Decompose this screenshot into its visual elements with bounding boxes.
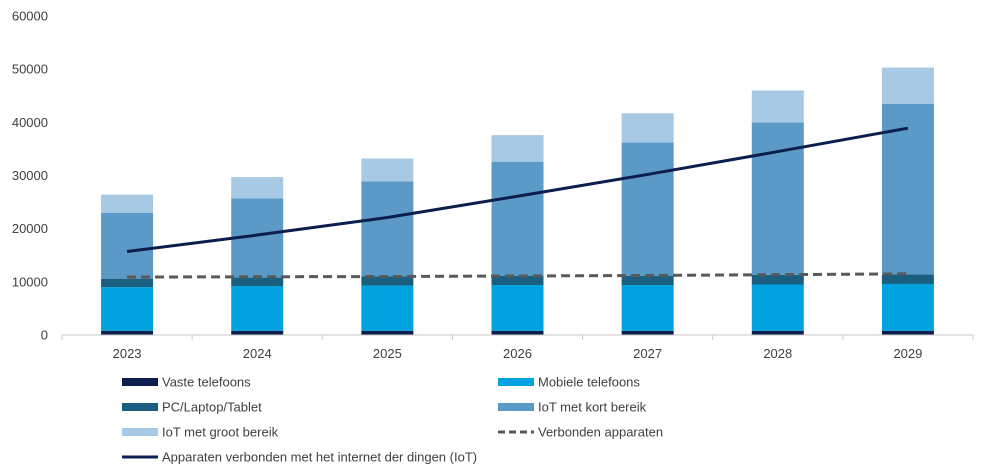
legend-swatch [498,378,534,386]
legend-label: IoT met groot bereik [162,425,279,440]
bar-segment-3-4 [621,142,674,276]
bar-segment-0-0 [101,330,154,335]
x-tick-label: 2027 [633,346,662,361]
legend-label: Verbonden apparaten [538,425,663,440]
y-tick-label: 40000 [12,115,48,130]
y-tick-label: 50000 [12,62,48,77]
bar-segment-0-6 [881,330,934,335]
bar-segment-2-0 [101,278,154,288]
bar-segment-0-2 [361,330,414,335]
y-tick-label: 0 [41,328,48,343]
y-axis: 0 10000 20000 30000 40000 50000 60000 [12,9,48,343]
bar-segment-4-1 [231,177,284,199]
bar-segment-4-6 [881,67,934,104]
series-line-6 [126,126,909,254]
bar-segment-1-1 [231,286,284,331]
bars [101,67,934,335]
legend-item: IoT met kort bereik [498,400,647,415]
x-axis: 2023 2024 2025 2026 2027 2028 2029 [61,334,974,361]
bar-segment-2-1 [231,277,284,287]
legend-item: Vaste telefoons [122,375,251,390]
series-line-5 [127,272,908,279]
x-tick-label: 2023 [113,346,142,361]
bar-segment-3-5 [751,122,804,275]
legend-item: Verbonden apparaten [498,425,663,440]
bar-segment-1-2 [361,285,414,331]
bar-segment-1-5 [751,284,804,331]
x-tick-label: 2024 [243,346,272,361]
bar-segment-3-3 [491,161,544,276]
bar-segment-0-5 [751,330,804,335]
bar-segment-4-4 [621,113,674,143]
legend-item: IoT met groot bereik [122,425,279,440]
y-tick-label: 60000 [12,9,48,24]
legend-label: PC/Laptop/Tablet [162,400,262,415]
bar-segment-1-3 [491,285,544,331]
bar-segment-2-2 [361,276,414,286]
bar-segment-4-3 [491,135,544,162]
x-tick-label: 2028 [763,346,792,361]
bar-segment-0-1 [231,330,284,335]
bar-segment-3-2 [361,181,414,277]
bar-segment-0-4 [621,330,674,335]
legend: Vaste telefoons Mobiele telefoons PC/Lapto… [122,375,663,465]
x-tick-label: 2025 [373,346,402,361]
bar-segment-1-4 [621,285,674,331]
bar-segment-4-5 [751,90,804,123]
bar-segment-2-5 [751,274,804,285]
legend-swatch [122,378,158,386]
legend-swatch [122,403,158,411]
legend-swatch [122,428,158,436]
bar-segment-1-6 [881,283,934,331]
bar-segment-0-3 [491,330,544,335]
bar-segment-4-0 [101,194,154,213]
bar-segment-2-4 [621,275,674,286]
bar-segment-4-2 [361,158,414,182]
y-tick-label: 10000 [12,274,48,289]
y-tick-label: 20000 [12,221,48,236]
bar-segment-3-0 [101,212,154,279]
legend-item: PC/Laptop/Tablet [122,400,262,415]
legend-swatch [498,403,534,411]
legend-label: Mobiele telefoons [538,375,640,390]
legend-label: IoT met kort bereik [538,400,647,415]
x-tick-label: 2029 [893,346,922,361]
bar-segment-2-6 [881,274,934,284]
y-tick-label: 30000 [12,168,48,183]
bar-segment-1-0 [101,287,154,331]
bar-segment-2-3 [491,275,544,286]
x-tick-label: 2026 [503,346,532,361]
legend-item: Mobiele telefoons [498,375,640,390]
legend-item: Apparaten verbonden met het internet der… [122,450,477,465]
lines [126,126,909,279]
legend-label: Apparaten verbonden met het internet der… [162,450,477,465]
legend-label: Vaste telefoons [162,375,251,390]
